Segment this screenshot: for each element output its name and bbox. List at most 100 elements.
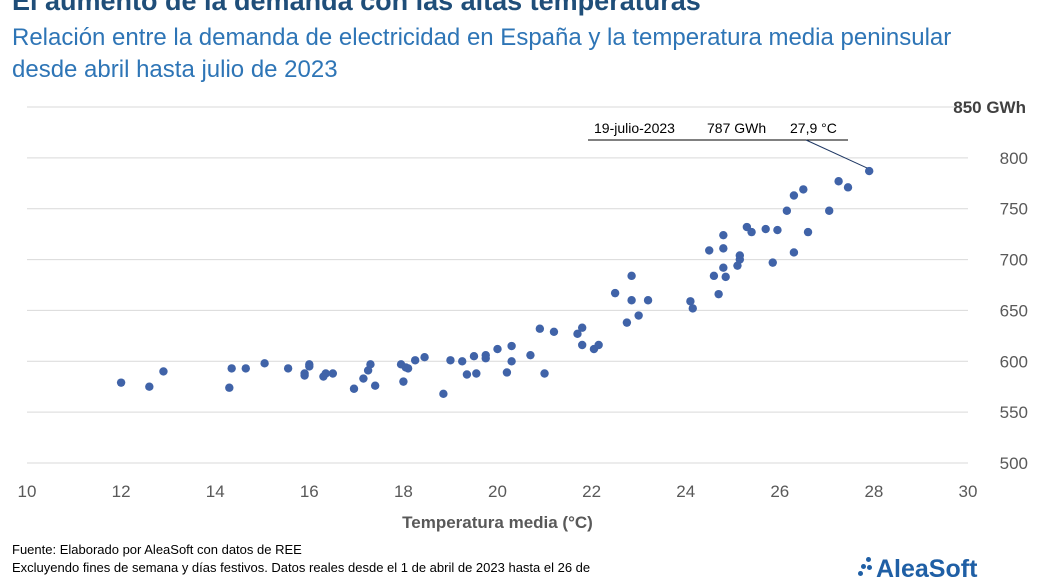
data-point: [420, 353, 429, 362]
x-axis-ticks: 10 12 14 16 18 20 22 24 26 28 30: [18, 482, 978, 501]
data-point: [719, 263, 728, 272]
y-axis-unit-label: 850 GWh: [953, 98, 1026, 117]
data-point: [761, 224, 770, 234]
data-point: [410, 356, 420, 365]
x-tick-label: 10: [18, 482, 37, 501]
data-point: [481, 354, 490, 363]
data-point: [573, 329, 582, 339]
data-point: [260, 359, 269, 368]
data-point: [789, 248, 799, 257]
data-point: [241, 364, 250, 373]
grid-lines: [27, 106, 968, 464]
data-point: [159, 367, 168, 376]
data-point: [116, 378, 126, 387]
data-point: [462, 370, 472, 379]
y-tick-label: 750: [1000, 200, 1028, 219]
data-point: [719, 230, 728, 240]
y-axis-ticks: 500 550 600 650 700 750 800: [1000, 149, 1028, 473]
data-point: [399, 377, 408, 386]
data-point: [283, 364, 293, 373]
annotation-value: 787 GWh: [707, 120, 766, 136]
x-tick-label: 18: [394, 482, 413, 501]
data-point: [469, 352, 479, 361]
data-point: [526, 350, 535, 360]
data-point: [705, 246, 714, 255]
data-point: [594, 340, 603, 350]
data-point: [688, 304, 697, 313]
x-tick-label: 30: [959, 482, 978, 501]
annotation-leader-line: [805, 139, 868, 169]
source-note: Fuente: Elaborado por AleaSoft con datos…: [12, 542, 302, 557]
data-point: [627, 271, 636, 281]
data-point: [634, 311, 643, 320]
logo-dots-icon: [856, 555, 874, 577]
x-tick-label: 26: [770, 482, 789, 501]
annotation: 19-julio-2023 787 GWh 27,9 °C: [588, 120, 868, 169]
data-point: [507, 341, 516, 351]
data-point: [359, 374, 368, 383]
data-point: [610, 288, 620, 298]
data-point: [799, 185, 808, 194]
data-point: [549, 327, 559, 336]
data-point: [686, 297, 695, 306]
data-point: [458, 357, 467, 366]
data-point: [773, 225, 782, 235]
data-point: [321, 369, 330, 378]
annotation-temperature: 27,9 °C: [790, 120, 837, 136]
data-point: [507, 357, 516, 366]
data-points: [116, 166, 874, 399]
x-tick-label: 24: [676, 482, 695, 501]
annotation-date: 19-julio-2023: [594, 120, 675, 136]
data-point: [843, 183, 853, 192]
data-point: [145, 382, 154, 391]
data-point: [305, 362, 314, 371]
data-point: [227, 364, 236, 373]
logo-text: AleaSoft: [876, 555, 978, 583]
data-point: [709, 271, 719, 281]
data-point: [225, 383, 234, 392]
x-tick-label: 20: [488, 482, 507, 501]
x-tick-label: 12: [112, 482, 131, 501]
x-tick-label: 22: [582, 482, 601, 501]
data-point: [300, 369, 309, 378]
data-point: [502, 368, 512, 377]
x-axis-label: Temperatura media (°C): [402, 513, 593, 532]
y-tick-label: 800: [1000, 149, 1028, 168]
data-point: [493, 344, 502, 354]
data-point: [721, 272, 730, 282]
data-point: [719, 244, 728, 253]
chart-title: El aumento de la demanda con las altas t…: [12, 0, 701, 16]
footer: Fuente: Elaborado por AleaSoft con datos…: [12, 541, 772, 577]
y-tick-label: 500: [1000, 454, 1028, 473]
x-tick-label: 16: [300, 482, 319, 501]
data-point: [349, 384, 359, 393]
data-point: [577, 340, 587, 350]
data-point: [768, 258, 777, 267]
data-point: [577, 323, 587, 332]
data-point: [864, 166, 874, 176]
data-point: [535, 324, 545, 333]
data-point: [747, 227, 756, 237]
chart-subtitle: Relación entre la demanda de electricida…: [12, 24, 952, 83]
data-point: [439, 389, 448, 399]
data-point: [834, 177, 843, 186]
data-point: [540, 369, 549, 378]
x-tick-label: 14: [206, 482, 225, 501]
data-point: [782, 206, 792, 215]
data-point: [370, 381, 380, 390]
data-point: [714, 289, 723, 299]
data-point: [789, 191, 799, 200]
data-point: [328, 369, 338, 378]
data-point: [735, 251, 745, 260]
data-point: [366, 360, 375, 369]
scatter-chart: 500 550 600 650 700 750 800 10 12 14 16 18 20 22 24 26…: [18, 98, 1028, 532]
data-point: [472, 369, 481, 378]
data-point: [446, 356, 455, 365]
aleasoft-logo: AleaSoft: [856, 555, 977, 584]
data-point: [403, 364, 413, 373]
data-point: [643, 296, 653, 305]
data-point: [627, 296, 636, 305]
y-tick-label: 550: [1000, 403, 1028, 422]
data-range-note: Excluyendo fines de semana y días festiv…: [12, 560, 591, 575]
data-point: [622, 318, 632, 327]
